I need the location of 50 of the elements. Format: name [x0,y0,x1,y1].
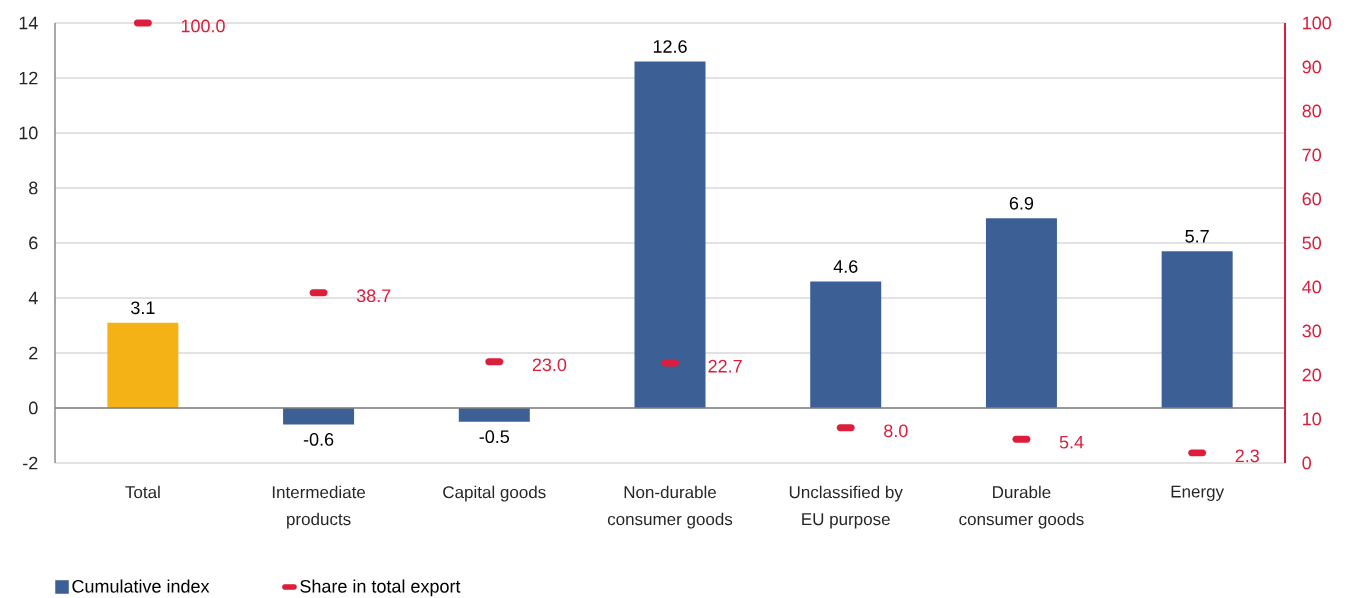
y-tick-label: 10 [19,126,38,140]
data-label: 4.6 [833,260,858,273]
y-tick-label: 14 [19,16,38,30]
y2-tick-label: 70 [1302,148,1322,162]
legend-label: Cumulative index [72,579,210,593]
bar [810,281,882,408]
y2-tick-label: 60 [1302,192,1322,206]
y-tick-label: 8 [29,181,38,195]
y-tick-label: -2 [23,456,38,470]
data-label: 12.6 [653,40,687,53]
data-label: 2.3 [1235,449,1259,463]
y-tick-label: 2 [29,346,38,360]
y2-tick-label: 80 [1302,104,1322,118]
data-label: -0.5 [479,430,510,444]
x-tick-label: Intermediate products [272,485,366,529]
data-label: 5.7 [1185,230,1209,243]
y2-tick-label: 90 [1302,60,1322,74]
y-tick-label: 0 [29,401,38,415]
x-tick-label: Capital goods [443,485,546,502]
bar [1161,251,1233,408]
y-tick-label: 6 [29,236,38,250]
y-tick-label: 12 [19,71,38,85]
data-label: 22.7 [708,359,742,373]
x-tick-label: Total [125,485,160,499]
x-tick-label: Unclassified by EU purpose [789,485,903,529]
y2-tick-label: 100 [1303,16,1332,30]
bar [283,407,355,425]
bar [107,322,179,408]
data-label: -0.6 [303,433,334,446]
data-label: 5.4 [1059,435,1084,449]
bar [458,407,530,422]
y2-tick-label: 40 [1302,280,1322,294]
data-label: 38.7 [356,289,391,303]
legend-label: Share in total export [300,579,461,597]
x-tick-label: Energy [1171,485,1225,501]
data-label: 6.9 [1009,196,1034,210]
data-label: 8.0 [884,424,908,438]
y2-tick-label: 10 [1303,412,1322,426]
data-label: 3.1 [131,301,155,315]
y2-tick-label: 30 [1302,324,1322,338]
x-tick-label: Non-durable consumer goods [607,485,733,529]
bar [985,218,1057,408]
y2-tick-label: 50 [1302,236,1322,250]
y-tick-label: 4 [28,291,38,305]
bar [634,61,706,408]
data-label: 23.0 [532,358,567,372]
x-tick-label: Durable consumer goods [959,485,1084,529]
data-label: 100.0 [181,19,225,33]
y2-tick-label: 0 [1302,456,1312,470]
y2-tick-label: 20 [1302,368,1322,382]
